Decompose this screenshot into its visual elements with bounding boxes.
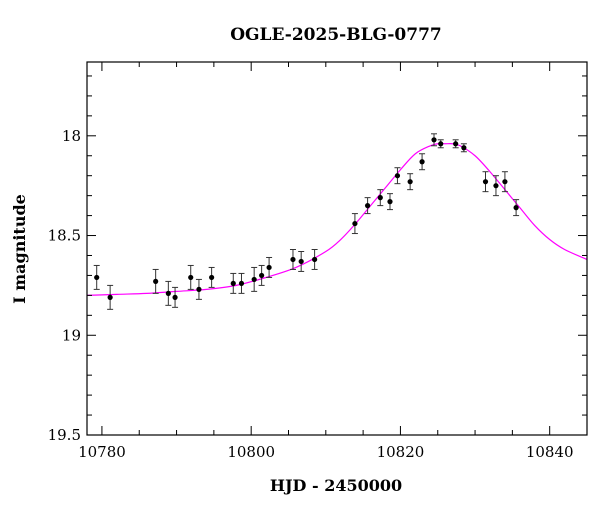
data-point xyxy=(195,278,202,300)
data-point xyxy=(298,250,305,272)
data-point xyxy=(364,197,371,215)
data-marker xyxy=(407,179,413,185)
data-marker xyxy=(364,203,371,209)
data-marker xyxy=(196,286,202,292)
data-point xyxy=(431,133,438,147)
data-marker xyxy=(251,276,257,283)
axis-ticks-layer: 10780 10800 10820 10840 18 18.5 19 19.5 xyxy=(48,62,588,461)
x-tick-label: 10820 xyxy=(377,443,425,461)
data-points-layer xyxy=(93,133,520,310)
data-point xyxy=(152,268,159,294)
data-point xyxy=(107,284,114,310)
data-point xyxy=(419,153,426,171)
data-marker xyxy=(493,183,499,189)
data-marker xyxy=(153,278,159,285)
data-marker xyxy=(209,274,215,281)
chart-title: OGLE-2025-BLG-0777 xyxy=(230,25,442,45)
model-curve-layer xyxy=(86,143,588,296)
data-marker xyxy=(387,199,393,205)
data-marker xyxy=(502,179,508,185)
data-point xyxy=(492,175,499,197)
data-marker xyxy=(482,179,489,185)
x-tick-label: 10840 xyxy=(526,443,574,461)
data-marker xyxy=(431,137,437,143)
data-point xyxy=(377,189,384,207)
plot-frame xyxy=(86,61,588,436)
data-point xyxy=(452,139,459,149)
y-axis-label: I magnitude xyxy=(10,194,29,304)
data-marker xyxy=(266,264,272,271)
data-marker xyxy=(172,294,178,300)
data-marker xyxy=(107,294,113,300)
data-point xyxy=(394,167,401,185)
data-marker xyxy=(513,205,519,211)
data-marker xyxy=(312,256,318,263)
data-marker xyxy=(290,256,296,263)
data-marker xyxy=(453,141,459,147)
y-tick-label: 19 xyxy=(62,326,81,344)
data-point xyxy=(513,199,520,217)
data-point xyxy=(172,286,179,308)
data-point xyxy=(238,272,245,294)
data-marker xyxy=(438,141,444,147)
data-point xyxy=(386,193,393,211)
data-point xyxy=(165,280,172,306)
data-point xyxy=(482,171,489,193)
data-point xyxy=(501,171,508,193)
data-point xyxy=(187,264,194,290)
data-point xyxy=(93,264,100,290)
y-tick-label: 18.5 xyxy=(48,227,81,245)
y-tick-label: 19.5 xyxy=(48,426,81,444)
data-marker xyxy=(188,274,194,281)
model-curve xyxy=(86,143,588,296)
data-marker xyxy=(298,258,304,265)
data-marker xyxy=(165,290,171,296)
data-point xyxy=(251,266,258,292)
data-marker xyxy=(238,280,245,287)
data-point xyxy=(460,143,467,153)
data-marker xyxy=(94,274,100,281)
data-marker xyxy=(259,272,265,279)
data-point xyxy=(230,272,237,294)
x-axis-label: HJD - 2450000 xyxy=(270,476,402,495)
data-point xyxy=(407,173,414,191)
data-point xyxy=(266,256,273,278)
data-marker xyxy=(352,220,358,227)
data-point xyxy=(311,248,318,270)
data-marker xyxy=(461,145,467,151)
data-point xyxy=(289,248,296,270)
data-point xyxy=(258,264,265,286)
data-marker xyxy=(230,280,236,287)
data-marker xyxy=(394,173,401,179)
data-point xyxy=(437,139,444,149)
x-tick-label: 10800 xyxy=(227,443,275,461)
data-marker xyxy=(377,195,383,201)
data-point xyxy=(208,266,215,288)
y-tick-label: 18 xyxy=(62,127,81,145)
data-point xyxy=(351,213,358,235)
x-tick-label: 10780 xyxy=(78,443,126,461)
data-marker xyxy=(419,159,425,165)
